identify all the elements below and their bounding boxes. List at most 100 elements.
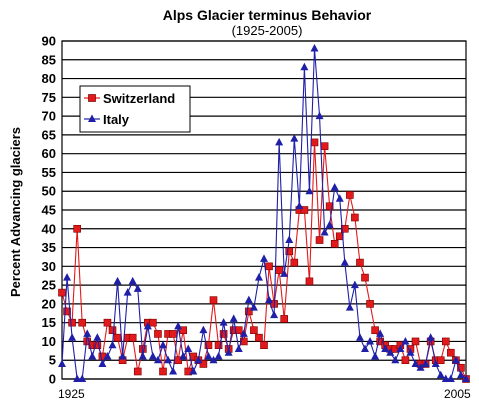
italy-point-1957 [219, 318, 228, 326]
italy-point-2001 [441, 374, 450, 382]
italy-point-2004 [456, 370, 465, 379]
italy-point-1925 [58, 359, 66, 367]
switzerland-point-1985 [361, 273, 369, 282]
switzerland-point-1979 [330, 240, 339, 248]
switzerland-point-1927 [68, 318, 76, 327]
switzerland-point-1935 [108, 326, 117, 334]
italy-point-1975 [310, 44, 319, 52]
italy-point-1960 [234, 344, 243, 352]
italy-point-1974 [305, 186, 314, 195]
italy-point-1991 [391, 355, 400, 364]
switzerland-point-1970 [285, 247, 294, 256]
italy-point-1970 [285, 235, 294, 244]
switzerland-point-1955 [209, 296, 218, 304]
switzerland-point-1953 [199, 360, 208, 368]
italy-point-1985 [361, 344, 369, 352]
italy-point-1943 [148, 351, 157, 360]
y-tick-5: 5 [49, 353, 56, 368]
y-tick-30: 30 [42, 259, 56, 274]
italy-point-1930 [83, 329, 92, 337]
italy-point-1986 [366, 336, 375, 345]
y-tick-75: 75 [42, 90, 56, 105]
switzerland-point-1954 [204, 341, 213, 350]
italy-point-1971 [290, 134, 299, 142]
italy-point-1997 [421, 359, 430, 367]
italy-point-1987 [371, 351, 380, 360]
gridlines [62, 40, 466, 380]
switzerland-point-1977 [320, 142, 329, 150]
italy-point-1989 [381, 344, 390, 352]
y-tick-85: 85 [42, 52, 56, 67]
y-tick-65: 65 [42, 127, 56, 142]
italy-point-1950 [184, 344, 193, 352]
y-tick-25: 25 [42, 278, 56, 293]
italy-point-1944 [153, 355, 162, 364]
switzerland-point-1925 [58, 288, 66, 297]
italy-point-1938 [123, 288, 132, 296]
italy-point-1979 [330, 182, 339, 191]
switzerland-point-2001 [441, 337, 450, 346]
switzerland-point-1928 [73, 224, 81, 233]
legend: Switzerland Italy [79, 85, 191, 133]
italy-point-1928 [73, 374, 82, 382]
italy-point-1946 [164, 355, 173, 364]
italy-point-1948 [174, 321, 183, 330]
y-tick-80: 80 [42, 71, 56, 86]
switzerland-point-1956 [214, 341, 223, 350]
italy-point-1936 [113, 276, 122, 285]
italy-point-1980 [335, 194, 344, 202]
switzerland-point-1939 [128, 333, 137, 342]
switzerland-point-1987 [371, 326, 379, 334]
switzerland-point-1949 [179, 326, 187, 334]
switzerland-point-1932 [93, 341, 102, 350]
x-tick-labels: 1925 2005 [58, 387, 471, 401]
italy-point-1949 [179, 351, 188, 360]
italy-point-1934 [103, 351, 112, 360]
italy-point-1945 [159, 340, 167, 349]
italy-point-1993 [401, 336, 410, 345]
italy-point-1956 [214, 351, 223, 360]
switzerland-point-1978 [325, 202, 334, 211]
y-tick-40: 40 [42, 221, 56, 236]
y-tick-labels: 0 5 10 15 20 25 30 35 40 45 50 55 60 65 70 75 80 85 90 [42, 34, 56, 387]
italy-point-1972 [295, 201, 304, 210]
switzerland-point-1962 [245, 307, 253, 316]
x-tick-2005: 2005 [444, 387, 471, 401]
switzerland-point-1976 [315, 236, 324, 244]
y-axis-label: Percent Advancing glaciers [8, 127, 23, 297]
italy-point-1953 [199, 325, 208, 334]
switzerland-point-1971 [290, 258, 299, 267]
italy-point-1996 [416, 363, 425, 371]
italy-point-1982 [345, 303, 354, 311]
italy-point-1983 [350, 280, 359, 289]
switzerland-point-1945 [159, 367, 167, 376]
y-tick-0: 0 [49, 372, 56, 387]
italy-point-1998 [426, 333, 435, 341]
switzerland-point-1984 [356, 258, 364, 267]
italy-point-1968 [275, 137, 284, 146]
y-tick-45: 45 [42, 203, 56, 218]
legend-italy-marker [88, 114, 96, 122]
italy-point-1961 [239, 329, 248, 337]
chart-subtitle: (1925-2005) [232, 23, 303, 38]
italy-point-1981 [340, 258, 349, 266]
italy-point-1926 [63, 273, 72, 281]
italy-point-1931 [88, 351, 97, 360]
x-tick-1925: 1925 [58, 387, 85, 401]
switzerland-point-1975 [310, 138, 319, 147]
italy-point-1955 [209, 355, 218, 364]
switzerland-point-1982 [346, 191, 354, 199]
italy-point-1992 [396, 344, 405, 352]
italy-point-2003 [451, 355, 460, 364]
switzerland-point-2002 [447, 348, 455, 357]
italy-point-1967 [270, 310, 279, 319]
data-series [58, 44, 470, 383]
italy-point-1973 [300, 62, 309, 71]
switzerland-point-1981 [340, 224, 349, 233]
italy-point-1929 [78, 374, 87, 382]
italy-point-1951 [189, 366, 198, 375]
italy-point-1958 [224, 348, 233, 356]
italy-point-1966 [265, 295, 274, 304]
switzerland-point-1995 [411, 337, 420, 346]
switzerland-point-1968 [275, 266, 283, 274]
